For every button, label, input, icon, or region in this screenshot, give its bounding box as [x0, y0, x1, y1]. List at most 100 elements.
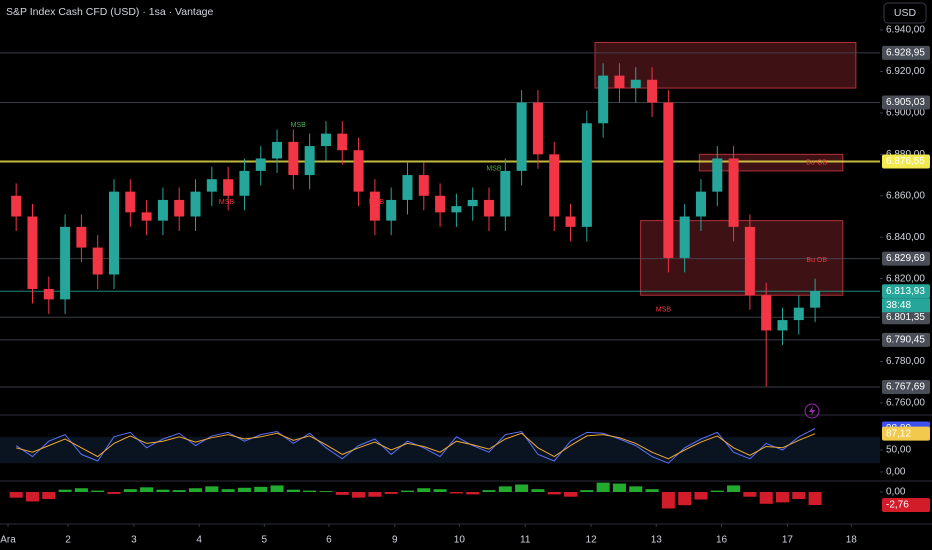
candle-body — [679, 216, 690, 258]
price-label-bg — [882, 45, 930, 60]
candle-body — [435, 195, 446, 213]
price-label-bg — [882, 284, 930, 299]
price-label: 6.790,45 — [886, 335, 925, 346]
candle-body — [761, 295, 772, 331]
histogram-bar — [335, 492, 349, 495]
y-tick-label: 6.820,00 — [886, 273, 925, 284]
price-label: 6.928,95 — [886, 48, 925, 59]
candle-body — [337, 133, 348, 151]
candle-body — [11, 195, 22, 217]
price-label-bg — [882, 380, 930, 395]
histogram-bar — [612, 483, 626, 493]
histogram-bar — [352, 492, 366, 498]
oscillator-line — [16, 432, 816, 460]
candle-body — [223, 179, 234, 196]
histogram-bar — [172, 490, 186, 493]
annotation: Bu-OB — [806, 159, 827, 166]
price-label: 6.801,35 — [886, 312, 925, 323]
y-tick-label: 6.860,00 — [886, 190, 925, 201]
x-tick-label: 10 — [454, 535, 466, 546]
candle-body — [810, 291, 821, 308]
candle-body — [598, 75, 609, 124]
candle-body — [418, 175, 429, 196]
histogram-bar — [596, 482, 610, 493]
histogram-bar — [9, 492, 23, 498]
candle-body — [369, 191, 380, 221]
countdown-bg — [882, 298, 930, 313]
histogram-bar — [645, 489, 659, 493]
currency-label[interactable]: USD — [894, 7, 917, 19]
histogram-bar — [189, 488, 203, 493]
oscillator-label-bg — [882, 426, 930, 441]
currency-button[interactable] — [883, 2, 927, 24]
histogram-bar — [743, 492, 757, 497]
histogram-bar — [564, 492, 578, 497]
oscillator-band — [0, 436, 880, 464]
histogram-bar — [792, 492, 806, 500]
x-tick-label: 11 — [520, 535, 531, 546]
histogram-bar — [156, 489, 170, 493]
price-label: 6.829,69 — [886, 253, 925, 264]
y-tick-label: 0,00 — [886, 487, 906, 498]
annotation: MSB — [369, 199, 385, 206]
candle-body — [304, 146, 315, 176]
annotation: MSB — [656, 307, 672, 314]
candle-body — [255, 158, 266, 171]
histogram-bar — [759, 492, 773, 504]
price-label: 6.813,93 — [886, 286, 925, 297]
candle-body — [141, 212, 152, 221]
price-label: 6.905,03 — [886, 97, 925, 108]
y-tick-label: 6.780,00 — [886, 356, 925, 367]
histogram-bar — [498, 486, 512, 493]
histogram-bar — [433, 489, 447, 493]
candle-body — [500, 170, 511, 217]
candle-body — [174, 199, 185, 217]
histogram-bar — [466, 492, 480, 495]
annotation: MSB — [219, 199, 235, 206]
histogram-bar — [91, 490, 105, 493]
x-tick-label: 3 — [131, 535, 137, 546]
order-block-zone — [640, 220, 844, 296]
price-label-bg — [882, 332, 930, 347]
candle-body — [467, 199, 478, 207]
x-tick-label: 9 — [392, 535, 398, 546]
histogram-bar — [661, 492, 675, 509]
x-tick-label: 5 — [262, 535, 268, 546]
candle-body — [109, 191, 120, 275]
histogram-bar — [221, 489, 235, 493]
candle-body — [157, 199, 168, 221]
candle-body — [712, 158, 723, 192]
candle-body — [402, 175, 413, 200]
histogram-bar — [482, 490, 496, 493]
y-tick-label: 0,00 — [886, 467, 906, 478]
price-label-bg — [882, 95, 930, 110]
candle-body — [60, 226, 71, 300]
x-tick-label: 6 — [326, 535, 332, 546]
candle-body — [206, 179, 217, 192]
y-tick-label: 50,00 — [886, 445, 911, 456]
histogram-bar — [580, 490, 594, 493]
histogram-bar — [123, 489, 137, 493]
candle-body — [532, 102, 543, 155]
candle-body — [614, 75, 625, 89]
price-label: 6.876,55 — [886, 156, 925, 167]
histogram-bar — [237, 487, 251, 493]
candle-body — [647, 79, 658, 103]
oscillator-label: 87,12 — [886, 428, 911, 439]
candle-body — [92, 247, 103, 275]
histogram-bar — [107, 492, 121, 494]
histogram-bar — [531, 489, 545, 493]
y-tick-label: 6.840,00 — [886, 232, 925, 243]
candle-body — [353, 150, 364, 192]
x-tick-label: 2 — [65, 535, 71, 546]
alert-bolt — [809, 406, 815, 416]
alert-icon[interactable] — [804, 403, 820, 419]
histogram-bar — [205, 486, 219, 493]
histogram-bar — [58, 489, 72, 493]
chart-title: S&P Index Cash CFD (USD) · 1sa · Vantage — [6, 6, 214, 18]
histogram-bar — [547, 492, 561, 495]
candle-body — [288, 141, 299, 176]
candle-body — [744, 226, 755, 296]
histogram-bar — [74, 488, 88, 493]
